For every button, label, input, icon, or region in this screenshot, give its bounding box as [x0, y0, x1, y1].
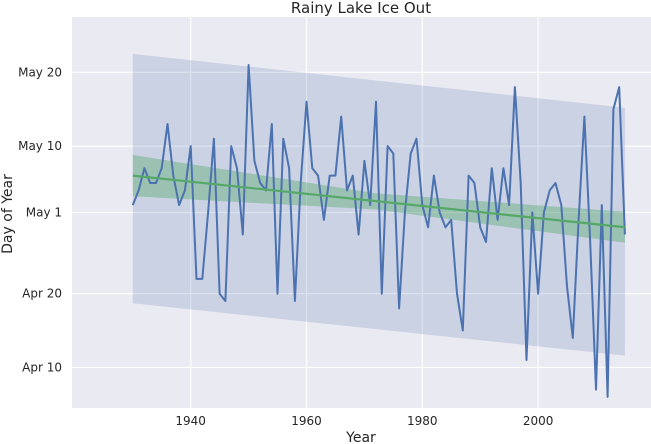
- y-tick-label: Apr 10: [22, 360, 62, 374]
- x-tick-label: 1960: [291, 414, 322, 428]
- lines: [131, 64, 626, 398]
- y-tick-label: Apr 20: [22, 287, 62, 301]
- tick-labels: 1940 1960 1980 2000 Apr 10 Apr 20 May 1 May 10 M…: [18, 65, 553, 428]
- x-tick-label: 1940: [175, 414, 206, 428]
- y-tick-label: May 1: [26, 206, 62, 220]
- x-axis-label: Year: [345, 430, 376, 444]
- trend-line: [132, 174, 626, 229]
- y-tick-label: May 20: [18, 65, 62, 79]
- x-tick-label: 1980: [407, 414, 438, 428]
- x-tick-label: 2000: [523, 414, 554, 428]
- ice-out-series-line: [131, 64, 626, 398]
- grid-lines: [72, 17, 651, 408]
- y-tick-label: May 10: [18, 139, 62, 153]
- chart-title: Rainy Lake Ice Out: [291, 0, 431, 17]
- y-axis-label: Day of Year: [0, 174, 16, 254]
